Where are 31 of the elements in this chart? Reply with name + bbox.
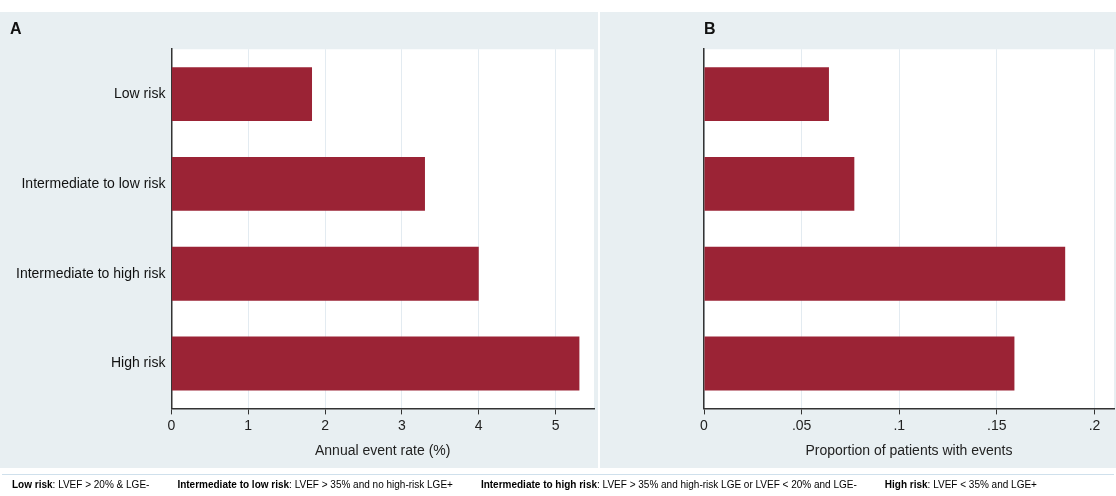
y-tick-label: Intermediate to high risk — [16, 264, 167, 281]
x-tick-label: 5 — [551, 416, 560, 433]
y-tick-label: Intermediate to low risk — [21, 174, 167, 191]
text: High risk: LVEF < 35% and LGE+ — [884, 479, 1037, 490]
bar — [704, 336, 1015, 391]
bar — [704, 67, 829, 122]
x-tick-label: .05 — [791, 416, 812, 433]
y-tick-label: Low risk — [114, 84, 167, 101]
x-tick-label: .15 — [987, 416, 1007, 433]
text: Intermediate to low risk: LVEF > 35% and no high-risk LGE+ — [177, 479, 453, 490]
x-tick-label: 1 — [244, 416, 253, 433]
bar — [171, 67, 313, 122]
x-tick-label: .2 — [1088, 416, 1101, 433]
chart-title: B — [704, 20, 716, 38]
x-tick-label: 3 — [398, 416, 407, 433]
x-tick-label: .1 — [893, 416, 906, 433]
bar — [171, 246, 479, 301]
x-tick-label: 4 — [474, 416, 483, 433]
bar — [171, 156, 425, 211]
y-tick-label: High risk — [110, 354, 167, 371]
x-axis-title: Annual event rate (%) — [315, 442, 451, 459]
text: A — [10, 20, 22, 38]
bar — [704, 156, 855, 211]
x-axis-title: Proportion of patients with events — [805, 442, 1013, 459]
x-tick-label: 0 — [700, 416, 709, 433]
text: Low risk: LVEF > 20% & LGE- — [12, 479, 150, 490]
x-tick-label: 0 — [167, 416, 176, 433]
bar — [171, 336, 580, 391]
x-tick-label: 2 — [321, 416, 330, 433]
text: Intermediate to high risk: LVEF > 35% and high-risk LGE or LVEF < 20% and LGE- — [480, 479, 857, 490]
bar — [704, 246, 1066, 301]
